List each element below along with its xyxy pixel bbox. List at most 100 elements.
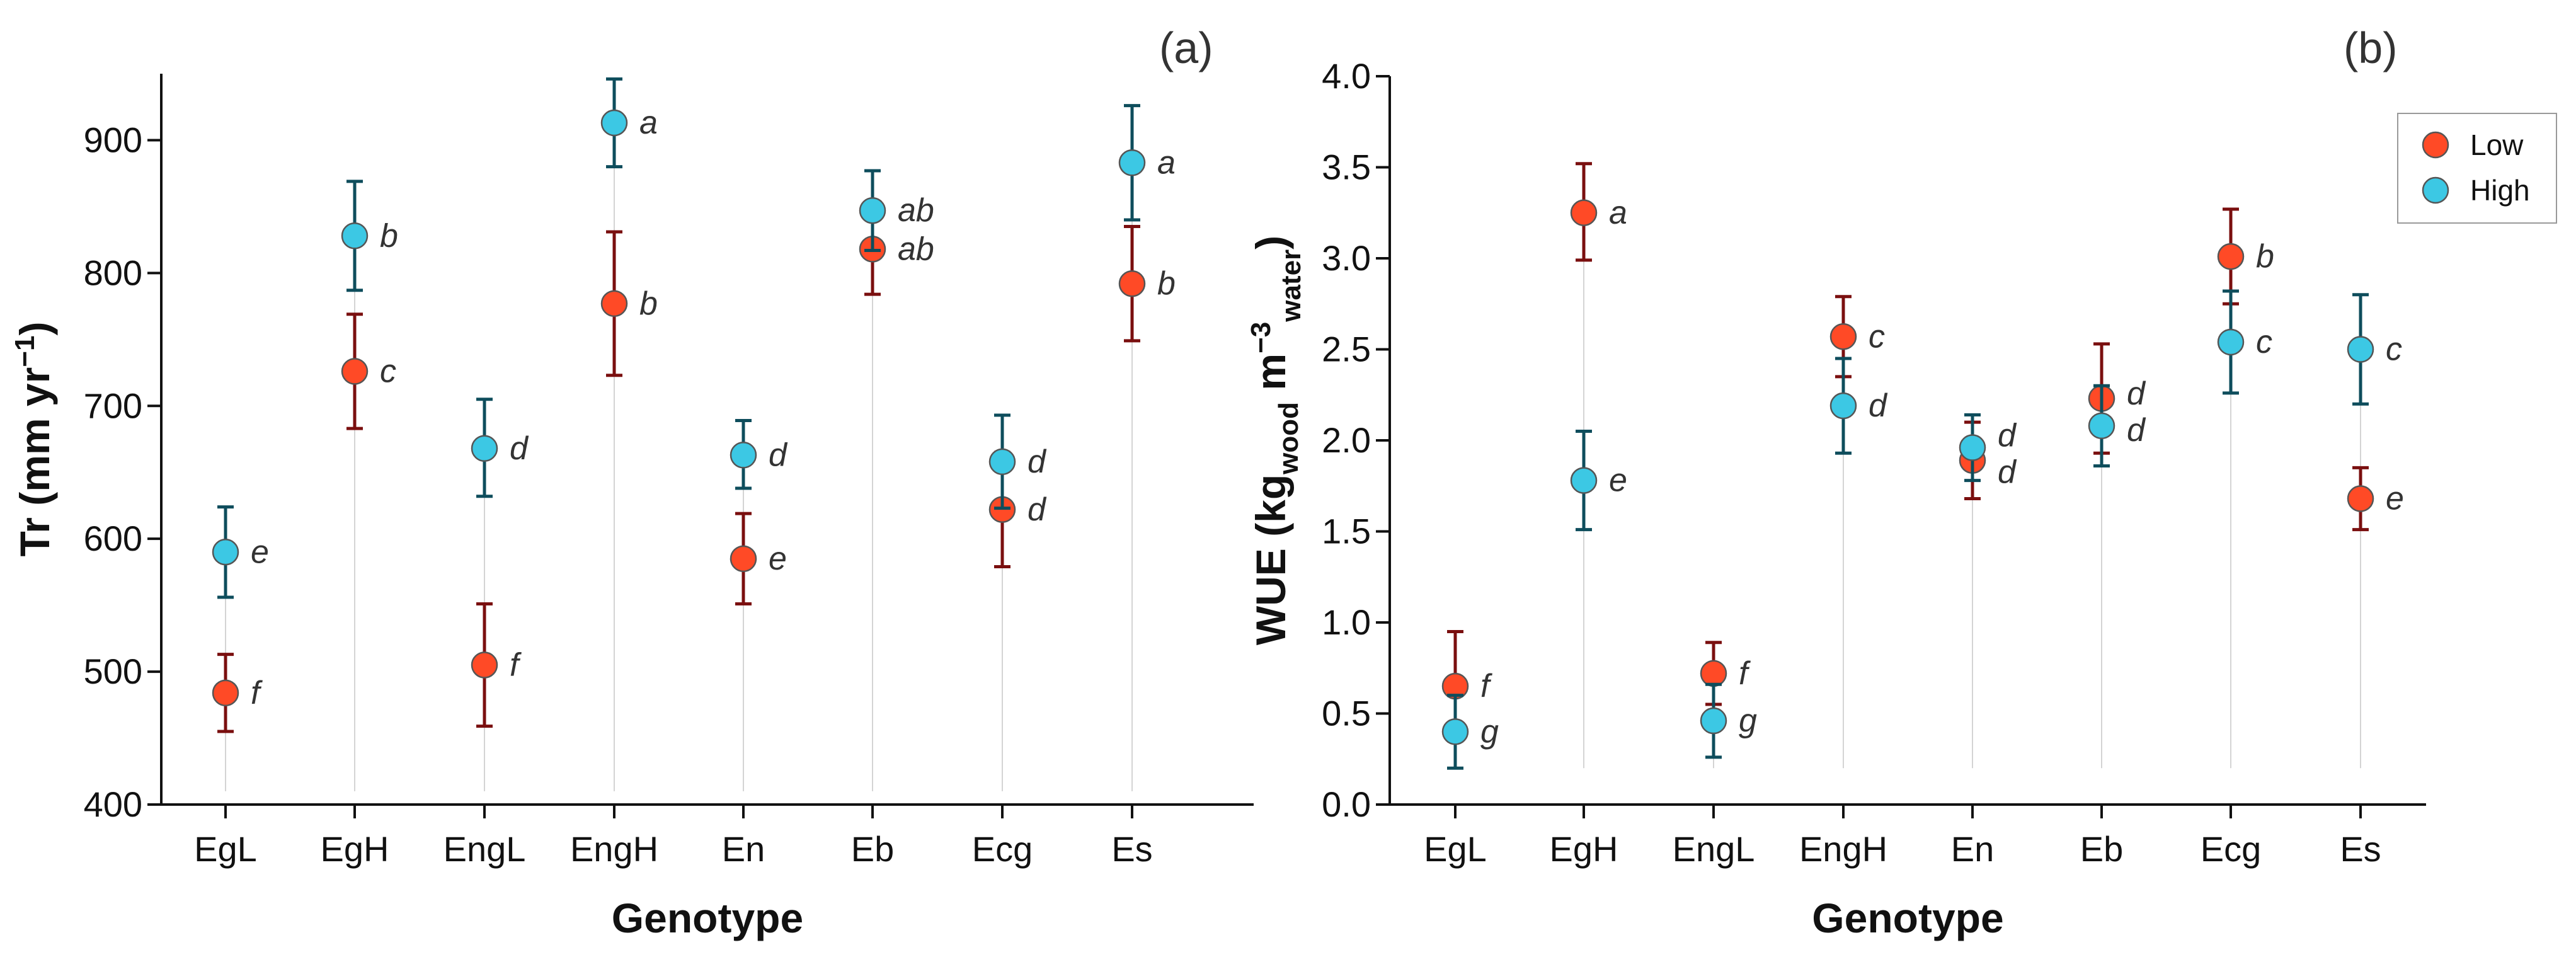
significance-letter: d: [2127, 375, 2146, 412]
data-point-high: [471, 435, 498, 462]
panel-label: (b): [2344, 23, 2398, 72]
significance-letter: ab: [898, 192, 934, 229]
significance-letter: d: [1998, 418, 2017, 454]
y-tick-label: 0.0: [1322, 784, 1371, 824]
series-high: e b d a d ab d a: [212, 77, 1176, 599]
y-tick-label: 800: [84, 253, 142, 292]
significance-letter: f: [1739, 655, 1751, 692]
significance-letter: e: [251, 534, 269, 570]
y-axis-title-part: m: [1247, 353, 1294, 402]
significance-letter: d: [1028, 444, 1047, 480]
significance-letter: e: [1609, 462, 1627, 499]
x-tick-label: En: [1951, 829, 1995, 869]
data-point-high: [1829, 392, 1857, 420]
x-tick-label: Ecg: [2201, 829, 2262, 869]
data-point-low: [1829, 323, 1857, 350]
x-axis-title: Genotype: [612, 895, 803, 941]
x-tick-label: EgH: [321, 829, 389, 869]
significance-letter: b: [1157, 265, 1176, 302]
data-point-high: [988, 448, 1016, 476]
significance-letter: f: [251, 675, 263, 711]
data-point-low: [341, 358, 369, 385]
data-point-high: [600, 109, 628, 137]
data-point-low: [600, 290, 628, 318]
panel-a-transpiration: 400 500 600 700 800 900 EgL EgH EngL EngH En Eb Ecg E…: [9, 23, 1254, 941]
data-point-high: [1441, 718, 1469, 745]
y-tick-label: 500: [84, 651, 142, 691]
x-axis-title: Genotype: [1812, 895, 2003, 941]
x-tick-label: En: [722, 829, 765, 869]
x-tick-label: EngH: [570, 829, 658, 869]
data-point-low: [1700, 660, 1727, 687]
significance-letter: a: [1609, 195, 1627, 231]
significance-letter: f: [1480, 668, 1492, 704]
data-point-low: [212, 679, 239, 707]
data-point-low: [1118, 270, 1146, 297]
y-tick-label: 3.5: [1322, 147, 1371, 187]
y-tick-label: 0.5: [1322, 694, 1371, 733]
y-tick-label: 3.0: [1322, 238, 1371, 278]
y-axis-title-part: WUE (kg: [1247, 474, 1294, 645]
y-tick-label: 900: [84, 120, 142, 159]
significance-letter: d: [510, 430, 529, 467]
data-point-low: [730, 545, 757, 573]
y-tick-label: 600: [84, 519, 142, 558]
legend-marker-high: [2422, 176, 2449, 204]
y-tick-label: 1.5: [1322, 512, 1371, 551]
significance-letter: e: [769, 541, 787, 577]
x-tick-label: EgH: [1550, 829, 1618, 869]
x-tick-label: EgL: [1424, 829, 1487, 869]
data-point-high: [212, 539, 239, 566]
significance-letter: b: [2256, 238, 2274, 275]
y-axis-title-part: −3: [1245, 322, 1276, 353]
data-point-low: [471, 651, 498, 679]
significance-letter: g: [1739, 702, 1757, 739]
legend-label: High: [2470, 174, 2530, 207]
significance-letter: c: [2386, 331, 2402, 368]
significance-letter: c: [2256, 324, 2272, 360]
y-tick-label: 1.0: [1322, 602, 1371, 642]
data-point-high: [859, 197, 886, 224]
significance-letter: e: [2386, 480, 2404, 517]
x-tick-label: EgL: [194, 829, 257, 869]
y-tick-label: 400: [84, 784, 142, 824]
x-tick-label: Es: [2340, 829, 2381, 869]
data-point-high: [1570, 467, 1598, 494]
x-tick-label: Ecg: [972, 829, 1033, 869]
data-point-low: [2217, 243, 2245, 270]
data-point-low: [1570, 199, 1598, 226]
y-axis-title-part: wood: [1273, 402, 1304, 475]
significance-letter: c: [380, 353, 396, 389]
significance-letter: b: [380, 217, 398, 254]
data-point-high: [2347, 336, 2374, 363]
significance-letter: d: [2127, 412, 2146, 449]
y-tick-label: 700: [84, 386, 142, 425]
y-axis-title-part: Tr (mm yr: [11, 367, 58, 557]
y-axis-title-part: −1: [9, 336, 40, 367]
data-point-high: [1700, 707, 1727, 735]
significance-letter: d: [1998, 454, 2017, 491]
x-tick-label: EngL: [1673, 829, 1755, 869]
significance-letter: d: [769, 437, 788, 473]
data-point-high: [1959, 434, 1986, 461]
legend-label: Low: [2470, 129, 2524, 161]
y-axis-title: Tr (mm yr−1): [9, 322, 58, 557]
x-tick-label: Eb: [2080, 829, 2124, 869]
y-axis-title: WUE (kgwood m−3water): [1245, 236, 1307, 645]
significance-letter: d: [1869, 387, 1888, 424]
panel-label: (a): [1159, 23, 1213, 72]
x-tick-label: Eb: [851, 829, 895, 869]
y-axis-title-part: ): [11, 322, 58, 336]
series-low: f c f b e ab d b: [212, 202, 1176, 733]
y-tick-label: 2.0: [1322, 420, 1371, 460]
y-axis-title-part: water: [1276, 249, 1307, 323]
x-tick-label: EngL: [444, 829, 526, 869]
legend: Low High: [2397, 113, 2557, 224]
significance-letter: b: [639, 285, 658, 322]
data-point-high: [2217, 328, 2245, 356]
significance-letter: a: [639, 105, 658, 141]
y-axis-title-part: ): [1247, 236, 1294, 249]
